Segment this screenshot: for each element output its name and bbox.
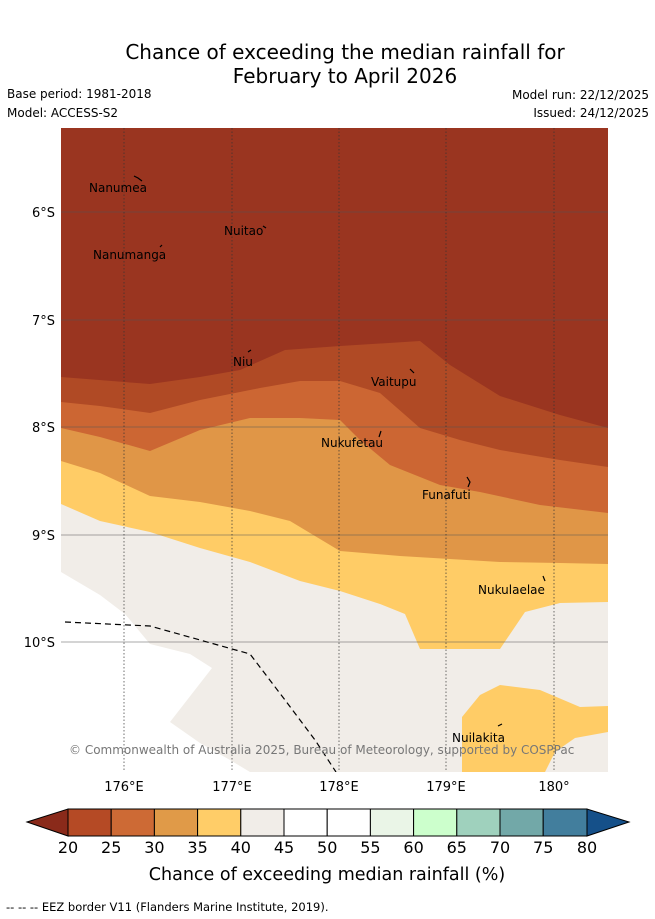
island-label: Nukufetau [321,436,383,450]
zone-45-55 [61,572,250,772]
colorbar-tick: 65 [447,838,467,857]
island-label: Nuitao [224,224,263,238]
colorbar-tick: 45 [274,838,294,857]
colorbar-tick: 35 [187,838,207,857]
title-line-2: February to April 2026 [232,64,458,88]
lon-label: 178°E [319,780,359,795]
lon-label: 179°E [426,780,466,795]
lat-label: 9°S [32,529,55,544]
lon-label: 177°E [212,780,252,795]
island-label: Niu [233,355,253,369]
model-run: Model run: 22/12/2025 [511,88,649,102]
island-shapes [133,175,546,727]
island-label: Vaitupu [371,375,417,389]
island-label: Nuilakita [452,731,505,745]
lon-label: 176°E [104,780,144,795]
lat-label: 10°S [24,636,55,651]
graticule [61,211,608,643]
colorbar-label: Chance of exceeding median rainfall (%) [149,865,505,885]
meridians [123,128,555,772]
colorbar-bin [110,808,155,837]
colorbar-bin [283,808,328,837]
island-label: Nanumea [89,181,147,195]
colorbar-tick: 25 [101,838,121,857]
zone-35-40-south [462,685,608,772]
rainfall-map: Nanumea Nuitao Nanumanga Niu Vaitupu Nuk… [61,128,608,772]
colorbar-extend-high [586,808,631,837]
colorbar-bin [67,808,112,837]
title-line-1: Chance of exceeding the median rainfall … [125,40,565,64]
colorbar-tick: 75 [533,838,553,857]
model-name: Model: ACCESS-S2 [7,106,119,120]
eez-legend-note: -- -- -- EEZ border V11 (Flanders Marine… [6,900,329,914]
colorbar [25,808,631,837]
colorbar-tick: 60 [403,838,423,857]
colorbar-tick: 50 [317,838,337,857]
colorbar-bin [197,808,242,837]
colorbar-extend-low [25,808,69,837]
island-label: Nukulaelae [478,583,545,597]
base-period: Base period: 1981-2018 [7,87,152,101]
colorbar-bin [326,808,371,837]
island-labels: Nanumea Nuitao Nanumanga Niu Vaitupu Nuk… [89,181,545,745]
colorbar-bin [369,808,415,837]
colorbar-tick: 40 [231,838,251,857]
colorbar-bin [413,808,458,837]
colorbar-ticks: 20 25 30 35 40 45 50 55 60 65 70 75 80 [58,838,597,857]
issued-date: Issued: 24/12/2025 [533,106,649,120]
colorbar-bin [153,808,199,837]
colorbar-bin [542,808,588,837]
colorbar-tick: 30 [144,838,164,857]
copyright-notice: © Commonwealth of Australia 2025, Bureau… [69,743,574,757]
longitude-labels: 176°E 177°E 178°E 179°E 180° [104,780,569,795]
colorbar-tick: 70 [490,838,510,857]
colorbar-bin [240,808,285,837]
island-label: Nanumanga [93,248,166,262]
colorbar-bin [499,808,544,837]
eez-border [64,621,337,772]
lat-label: 8°S [32,421,55,436]
island-label: Funafuti [422,488,471,502]
colorbar-tick: 55 [360,838,380,857]
lat-label: 6°S [32,206,55,221]
latitude-labels: 6°S 7°S 8°S 9°S 10°S [24,206,55,651]
zone-40-45 [61,504,608,772]
colorbar-tick: 20 [58,838,78,857]
colorbar-tick: 80 [577,838,597,857]
map-title: Chance of exceeding the median rainfall … [0,40,655,88]
colorbar-bin [456,808,501,837]
lon-label: 180° [538,780,569,795]
lat-label: 7°S [32,314,55,329]
